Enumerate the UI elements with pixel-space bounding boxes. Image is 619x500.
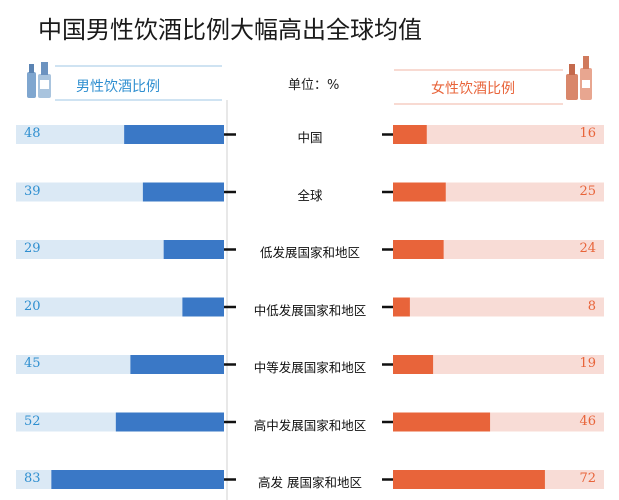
unit-label: 单位：% xyxy=(288,78,340,93)
male-bar xyxy=(51,470,224,489)
female-bar xyxy=(393,182,446,202)
male-value-label: 83 xyxy=(24,471,41,486)
female-value-label: 19 xyxy=(579,356,596,371)
female-bar-track xyxy=(393,355,604,374)
category-label: 高中发展国家和地区 xyxy=(253,417,367,433)
category-label: 中国 xyxy=(297,130,323,145)
category-label: 全球 xyxy=(297,187,323,203)
male-value-label: 45 xyxy=(24,356,41,371)
female-bar xyxy=(393,240,444,259)
male-value-label: 39 xyxy=(24,183,41,199)
female-bar-track xyxy=(393,240,604,259)
male-bar xyxy=(130,355,224,374)
category-label: 中等发展国家和地区 xyxy=(253,360,367,375)
female-bar xyxy=(393,297,410,317)
female-series-header: 女性饮酒比例 xyxy=(431,81,515,97)
male-bar xyxy=(142,182,224,202)
chart-title: 中国男性饮酒比例大幅高出全球均值 xyxy=(38,16,422,44)
male-bottle-icon xyxy=(27,62,51,98)
female-value-label: 16 xyxy=(579,126,596,141)
male-bar-track xyxy=(16,297,224,317)
male-bar xyxy=(124,125,224,144)
male-bar xyxy=(115,412,224,432)
male-bar xyxy=(182,297,224,317)
female-value-label: 25 xyxy=(579,183,596,199)
male-bar xyxy=(163,240,224,259)
female-bar xyxy=(393,125,427,144)
female-bar xyxy=(393,412,491,432)
female-value-label: 8 xyxy=(587,298,596,314)
category-label: 高发 展国家和地区 xyxy=(258,475,362,490)
male-value-label: 48 xyxy=(24,126,41,141)
male-series-header: 男性饮酒比例 xyxy=(76,79,160,95)
female-bar xyxy=(393,355,434,374)
female-value-label: 46 xyxy=(579,413,596,429)
male-value-label: 52 xyxy=(24,413,41,429)
female-bar-track xyxy=(393,125,604,144)
female-bar-track xyxy=(393,297,604,317)
category-label: 低发展国家和地区 xyxy=(259,245,360,260)
male-value-label: 29 xyxy=(24,241,41,256)
female-bar xyxy=(393,470,545,489)
female-value-label: 72 xyxy=(579,471,596,486)
male-value-label: 20 xyxy=(24,298,41,314)
female-bottle-icon xyxy=(566,56,592,100)
female-value-label: 24 xyxy=(579,241,596,256)
category-label: 中低发展国家和地区 xyxy=(253,302,367,318)
